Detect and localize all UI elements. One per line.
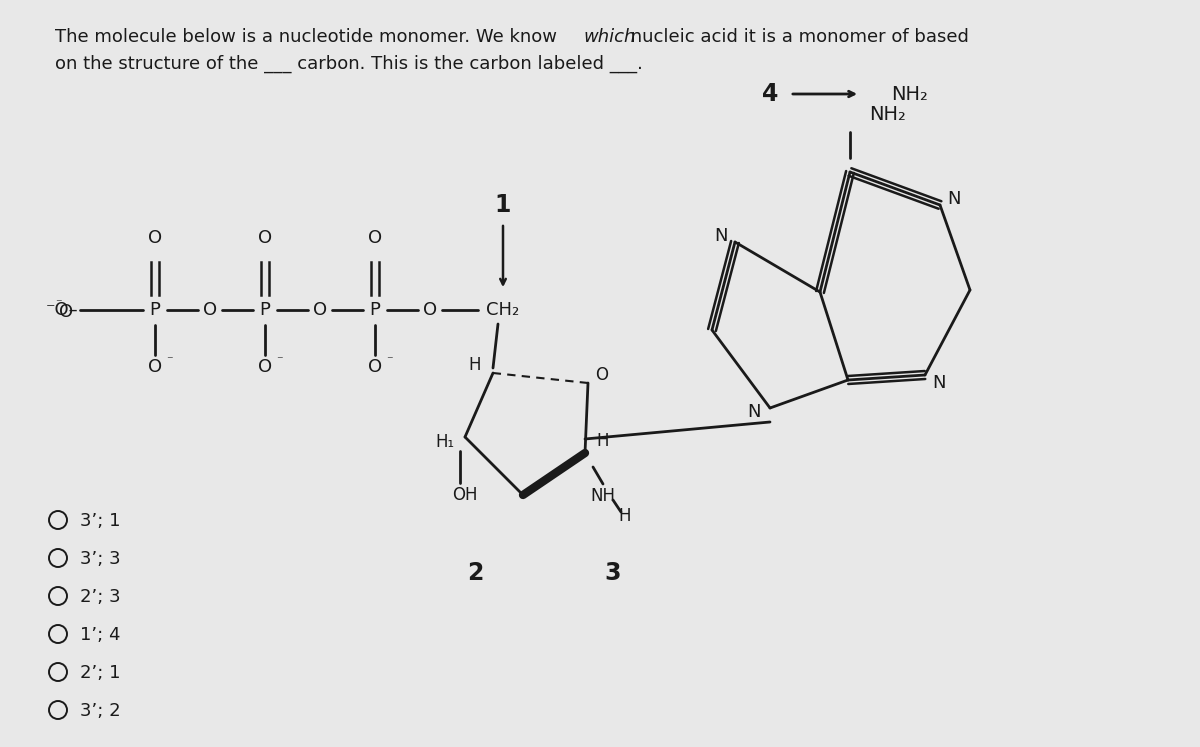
Text: P: P (370, 301, 380, 319)
Text: 3’; 1: 3’; 1 (80, 512, 120, 530)
Text: CH₂: CH₂ (486, 301, 520, 319)
Text: H: H (469, 356, 481, 374)
Text: H: H (619, 507, 631, 525)
Text: O: O (258, 229, 272, 247)
Text: H: H (596, 432, 610, 450)
Text: NH₂: NH₂ (892, 84, 929, 104)
Text: ⁻: ⁻ (276, 355, 282, 368)
Text: N: N (947, 190, 961, 208)
Text: ⁻: ⁻ (55, 297, 61, 311)
Text: on the structure of the ___ carbon. This is the carbon labeled ___.: on the structure of the ___ carbon. This… (55, 55, 643, 73)
Text: NH: NH (590, 487, 616, 505)
Text: nucleic acid it is a monomer of based: nucleic acid it is a monomer of based (625, 28, 968, 46)
Text: 2’; 1: 2’; 1 (80, 664, 120, 682)
Text: O: O (595, 366, 608, 384)
Text: which: which (583, 28, 635, 46)
Text: O: O (148, 229, 162, 247)
Text: 1’; 4: 1’; 4 (80, 626, 120, 644)
Text: O: O (148, 358, 162, 376)
Text: N: N (932, 374, 946, 392)
Text: H₁: H₁ (436, 433, 455, 451)
Text: ⁻: ⁻ (166, 355, 173, 368)
Text: ⁻: ⁻ (385, 355, 392, 368)
Text: 1: 1 (494, 193, 511, 217)
Text: 4: 4 (762, 82, 778, 106)
Text: 3’; 2: 3’; 2 (80, 702, 121, 720)
Text: N: N (748, 403, 761, 421)
Text: P: P (259, 301, 270, 319)
Text: OH: OH (452, 486, 478, 504)
Text: O: O (59, 303, 73, 321)
Text: O: O (258, 358, 272, 376)
Text: NH₂: NH₂ (870, 105, 906, 123)
Text: 3: 3 (605, 561, 622, 585)
Text: O: O (368, 358, 382, 376)
Text: N: N (714, 227, 727, 245)
Text: ⁻O–: ⁻O– (46, 301, 78, 319)
Text: 2: 2 (467, 561, 484, 585)
Text: O: O (203, 301, 217, 319)
Text: P: P (150, 301, 161, 319)
Text: O: O (313, 301, 328, 319)
Text: 2’; 3: 2’; 3 (80, 588, 121, 606)
Text: 3’; 3: 3’; 3 (80, 550, 121, 568)
Text: O: O (368, 229, 382, 247)
Text: The molecule below is a nucleotide monomer. We know: The molecule below is a nucleotide monom… (55, 28, 563, 46)
Text: O: O (422, 301, 437, 319)
